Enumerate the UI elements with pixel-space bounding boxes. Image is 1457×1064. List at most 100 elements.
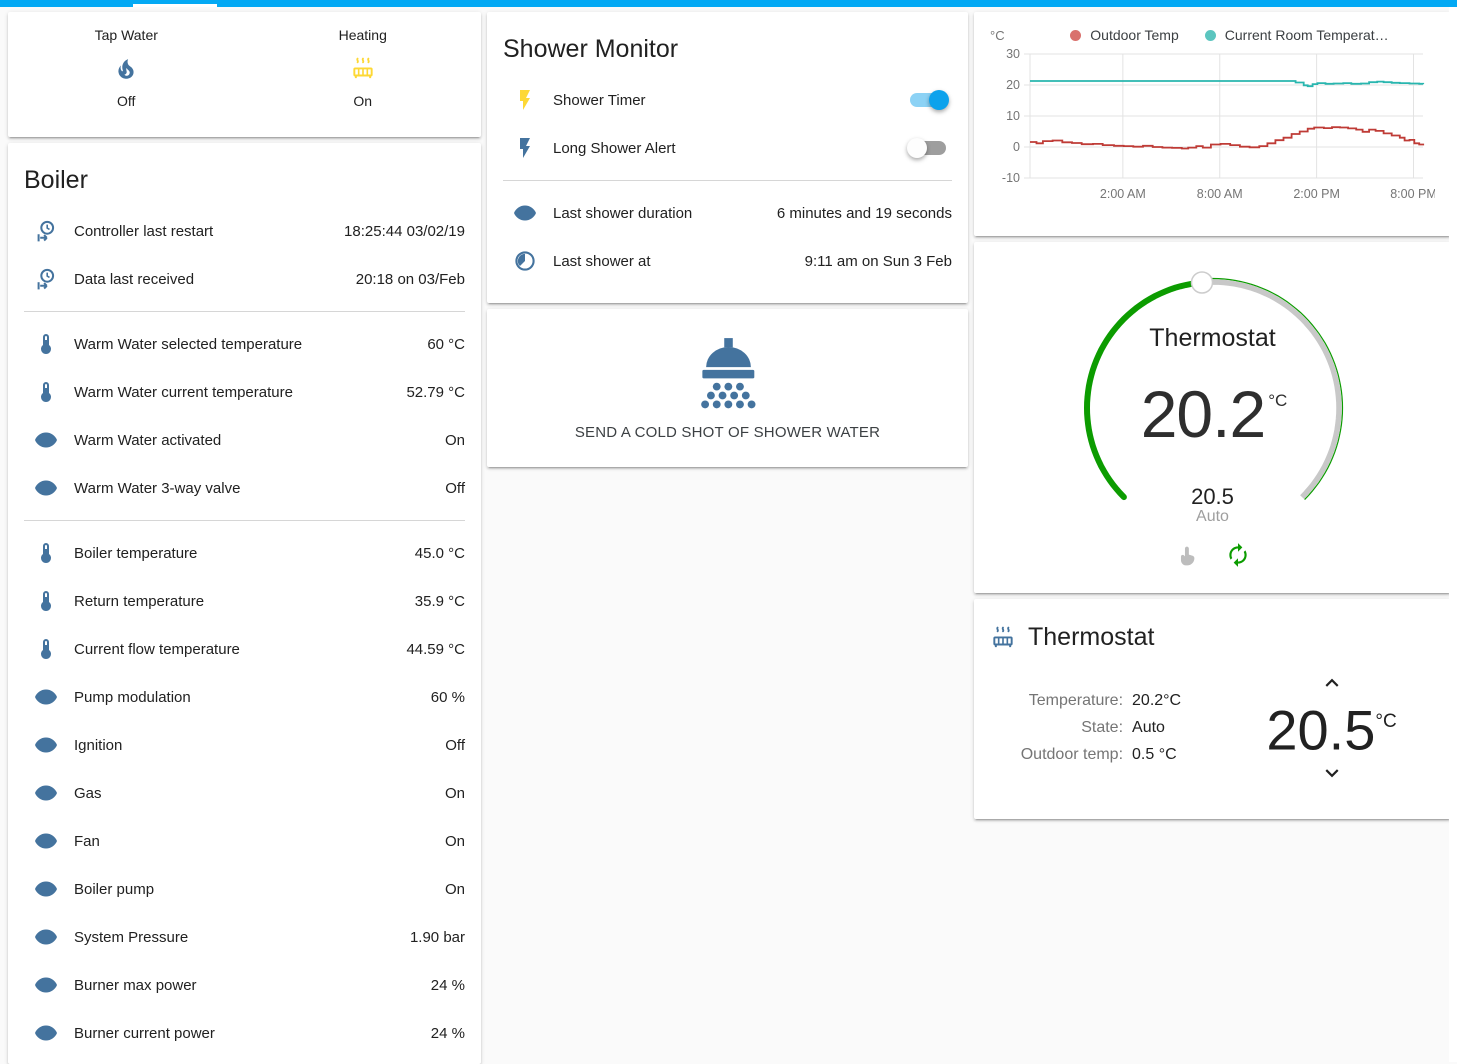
entity-value: On xyxy=(445,881,465,898)
svg-text:0: 0 xyxy=(1013,140,1020,154)
entity-label: Ignition xyxy=(74,737,437,754)
entity-row[interactable]: Boiler pump On xyxy=(24,869,465,909)
entity-label: Pump modulation xyxy=(74,689,423,706)
entity-row[interactable]: Last shower duration 6 minutes and 19 se… xyxy=(503,193,952,233)
svg-text:10: 10 xyxy=(1006,109,1020,123)
scrollbar[interactable] xyxy=(1449,7,1457,1062)
thermostat-info-title: Thermostat xyxy=(1028,623,1154,652)
thermometer-icon xyxy=(34,332,58,356)
svg-text:20: 20 xyxy=(1006,78,1020,92)
target-temperature-unit: °C xyxy=(1375,711,1396,732)
entity-row[interactable]: Last shower at 9:11 am on Sun 3 Feb xyxy=(503,241,952,281)
clock-start-icon xyxy=(34,267,58,291)
attribute-row: Outdoor temp: 0.5 °C xyxy=(990,746,1228,764)
y-axis-unit: °C xyxy=(990,28,1024,43)
shower-button-card[interactable]: SEND A COLD SHOT OF SHOWER WATER xyxy=(487,309,968,467)
shower-monitor-card: Shower Monitor Shower Timer Long Shower … xyxy=(487,12,968,303)
entity-value: 60 °C xyxy=(427,336,465,353)
shower-monitor-title: Shower Monitor xyxy=(487,12,968,72)
dial-title: Thermostat xyxy=(974,324,1451,353)
chart-legend-row: °C Outdoor Temp Current Room Temperat… xyxy=(990,24,1435,46)
svg-text:8:00 AM: 8:00 AM xyxy=(1197,187,1243,201)
autorenew-icon[interactable] xyxy=(1225,542,1251,568)
clock-start-icon xyxy=(34,219,58,243)
legend-dot xyxy=(1205,30,1216,41)
glance-item[interactable]: Tap Water Off xyxy=(8,27,245,123)
entity-row[interactable]: Warm Water activated On xyxy=(24,420,465,460)
entity-row[interactable]: Data last received 20:18 on 03/Feb xyxy=(24,259,465,299)
chevron-down-icon[interactable] xyxy=(1319,760,1345,786)
entity-value: 24 % xyxy=(431,977,465,994)
entity-label: Return temperature xyxy=(74,593,407,610)
svg-text:-10: -10 xyxy=(1002,171,1020,185)
header-bar xyxy=(0,0,1457,7)
thermometer-icon xyxy=(34,637,58,661)
entity-value: 24 % xyxy=(431,1025,465,1042)
glance-state: Off xyxy=(117,93,135,109)
active-tab-indicator[interactable] xyxy=(133,4,217,7)
entity-row: Long Shower Alert xyxy=(503,128,952,168)
chart-legend: Outdoor Temp Current Room Temperat… xyxy=(1024,27,1435,43)
entity-label: Last shower at xyxy=(553,253,797,270)
entity-value: 52.79 °C xyxy=(406,384,465,401)
entity-row[interactable]: Warm Water current temperature 52.79 °C xyxy=(24,372,465,412)
entity-row[interactable]: Pump modulation 60 % xyxy=(24,677,465,717)
entity-row[interactable]: System Pressure 1.90 bar xyxy=(24,917,465,957)
flash-icon xyxy=(513,88,537,112)
shower-head-icon xyxy=(687,334,769,416)
entity-value: 18:25:44 03/02/19 xyxy=(344,223,465,240)
glance-label: Tap Water xyxy=(95,27,158,43)
legend-item[interactable]: Current Room Temperat… xyxy=(1205,27,1389,43)
entity-row[interactable]: Burner current power 24 % xyxy=(24,1013,465,1053)
svg-text:8:00 PM: 8:00 PM xyxy=(1390,187,1435,201)
entity-label: Data last received xyxy=(74,271,348,288)
eye-icon xyxy=(34,428,58,452)
attribute-row: Temperature: 20.2°C xyxy=(990,692,1228,710)
target-temperature-control: 20.5°C xyxy=(1228,670,1435,786)
legend-label: Current Room Temperat… xyxy=(1225,27,1389,43)
chevron-up-icon[interactable] xyxy=(1319,670,1345,696)
entity-row[interactable]: Return temperature 35.9 °C xyxy=(24,581,465,621)
toggle-switch[interactable] xyxy=(910,93,946,107)
entity-row[interactable]: Fan On xyxy=(24,821,465,861)
entity-row[interactable]: Boiler temperature 45.0 °C xyxy=(24,533,465,573)
dial-buttons xyxy=(974,542,1451,568)
thermometer-icon xyxy=(34,541,58,565)
eye-icon xyxy=(34,829,58,853)
entity-value: 45.0 °C xyxy=(415,545,465,562)
clock-icon xyxy=(513,249,537,273)
entity-row[interactable]: Burner max power 24 % xyxy=(24,965,465,1005)
shower-button-label: SEND A COLD SHOT OF SHOWER WATER xyxy=(575,424,880,441)
divider xyxy=(503,180,952,181)
attribute-label: Outdoor temp: xyxy=(990,746,1123,764)
entity-label: Burner current power xyxy=(74,1025,423,1042)
thermostat-attributes: Temperature: 20.2°C State: Auto Outdoor … xyxy=(990,692,1228,764)
thermometer-icon xyxy=(34,589,58,613)
glance-card: Tap Water Off Heating On xyxy=(8,12,481,137)
hand-pointer-icon[interactable] xyxy=(1175,542,1201,568)
entity-row[interactable]: Ignition Off xyxy=(24,725,465,765)
entity-row[interactable]: Warm Water 3-way valve Off xyxy=(24,468,465,508)
legend-item[interactable]: Outdoor Temp xyxy=(1070,27,1178,43)
entity-label: Boiler pump xyxy=(74,881,437,898)
eye-icon xyxy=(34,733,58,757)
entity-row[interactable]: Gas On xyxy=(24,773,465,813)
entity-label: Last shower duration xyxy=(553,205,769,222)
entity-label: Controller last restart xyxy=(74,223,336,240)
eye-icon xyxy=(34,1021,58,1045)
entity-row[interactable]: Controller last restart 18:25:44 03/02/1… xyxy=(24,211,465,251)
eye-icon xyxy=(34,877,58,901)
entity-value: 44.59 °C xyxy=(406,641,465,658)
dial-knob xyxy=(1191,272,1212,293)
glance-item[interactable]: Heating On xyxy=(245,27,482,123)
entity-row[interactable]: Current flow temperature 44.59 °C xyxy=(24,629,465,669)
entity-row[interactable]: Warm Water selected temperature 60 °C xyxy=(24,324,465,364)
toggle-switch[interactable] xyxy=(910,141,946,155)
dial-target-temperature: 20.5 xyxy=(974,484,1451,510)
entity-label: Fan xyxy=(74,833,437,850)
thermometer-icon xyxy=(34,380,58,404)
radiator-icon xyxy=(990,625,1016,651)
thermostat-info-content: Temperature: 20.2°C State: Auto Outdoor … xyxy=(974,652,1451,810)
entity-label: Warm Water activated xyxy=(74,432,437,449)
